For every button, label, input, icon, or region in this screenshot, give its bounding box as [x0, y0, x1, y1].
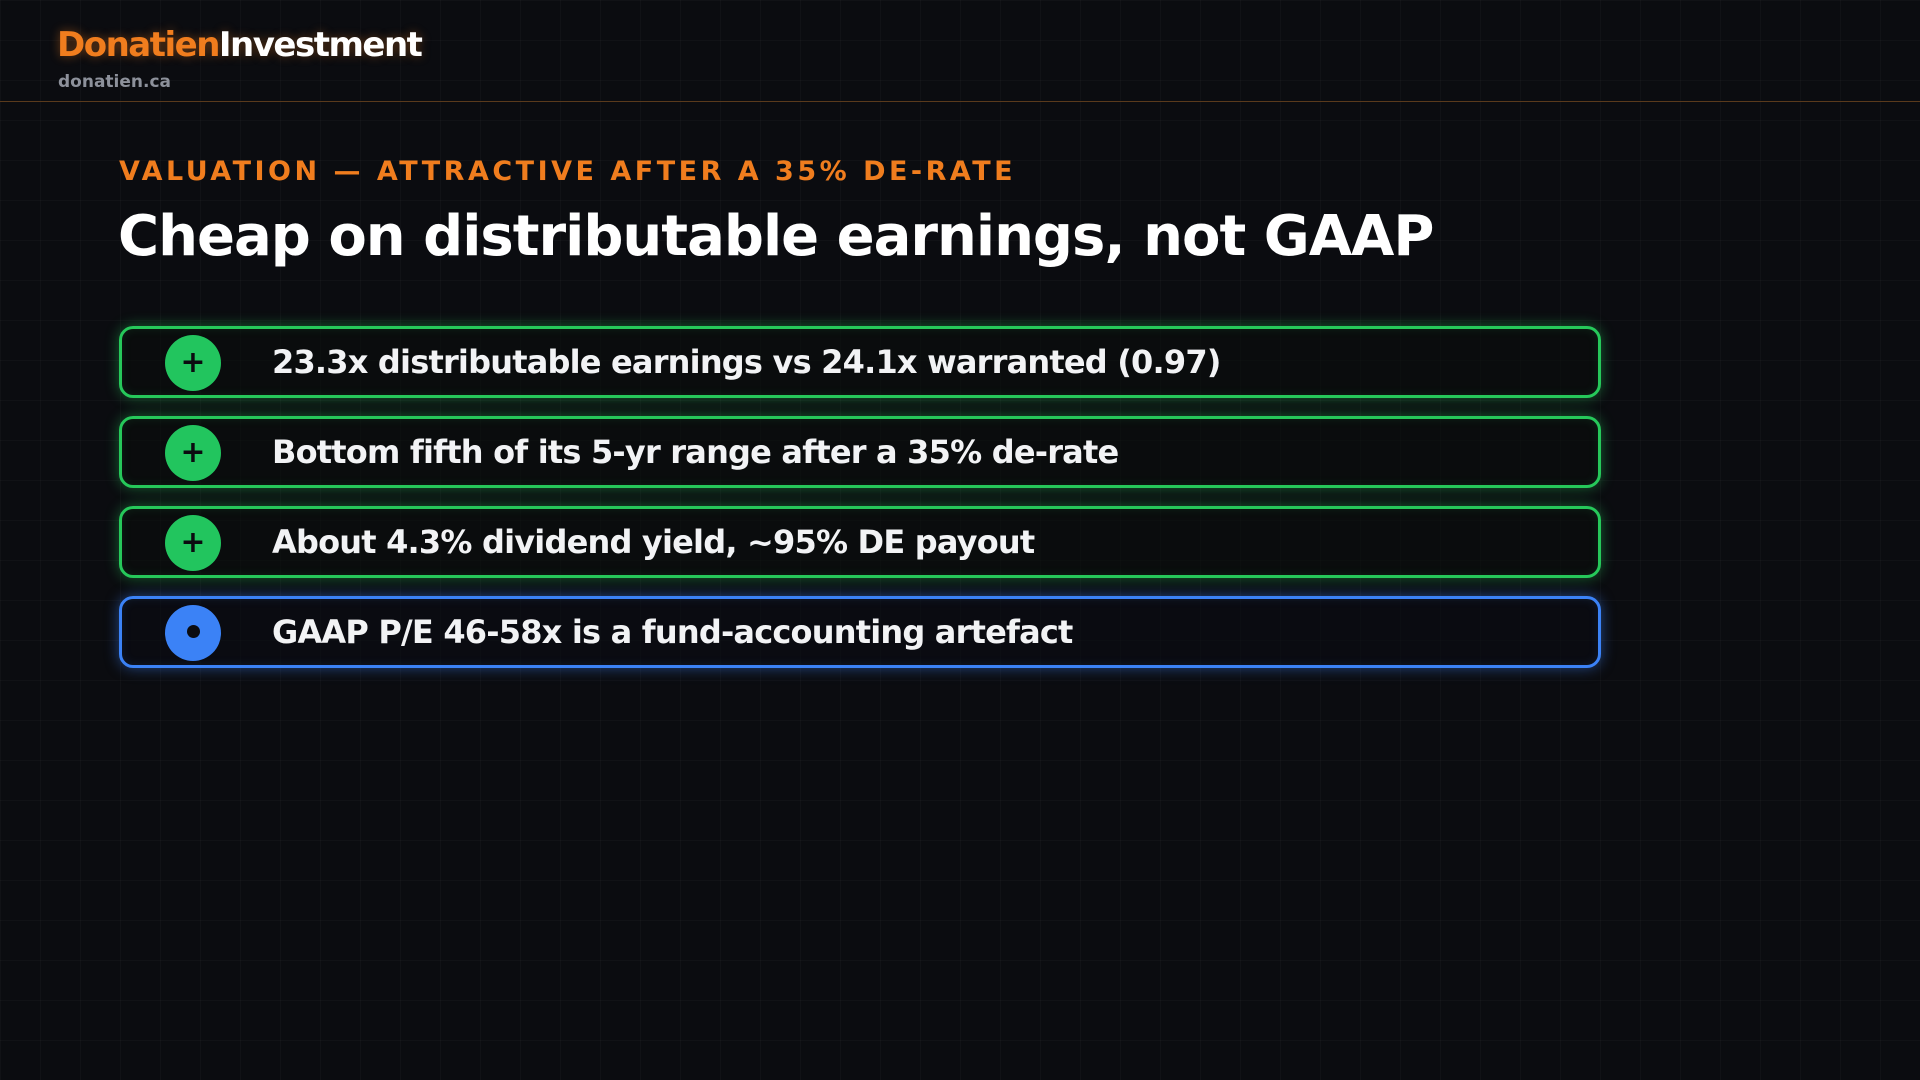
- brand-name-secondary: Investment: [218, 25, 423, 65]
- dot-icon-center: [186, 625, 200, 638]
- dot-icon: [165, 605, 221, 661]
- plus-icon: +: [165, 335, 221, 391]
- valuation-point: + 23.3x distributable earnings vs 24.1x …: [119, 326, 1601, 398]
- valuation-point: + About 4.3% dividend yield, ~95% DE pay…: [119, 506, 1601, 578]
- brand-logo: DonatienInvestment: [57, 24, 423, 66]
- valuation-point-text: GAAP P/E 46-58x is a fund-accounting art…: [272, 613, 1073, 651]
- valuation-points-list: + 23.3x distributable earnings vs 24.1x …: [119, 326, 1601, 686]
- plus-icon: +: [165, 425, 221, 481]
- valuation-point: + Bottom fifth of its 5-yr range after a…: [119, 416, 1601, 488]
- header: DonatienInvestment donatien.ca: [0, 0, 1920, 102]
- slide-title: Cheap on distributable earnings, not GAA…: [118, 204, 1434, 269]
- plus-icon: +: [165, 515, 221, 571]
- valuation-point-text: 23.3x distributable earnings vs 24.1x wa…: [272, 343, 1221, 381]
- website-domain: donatien.ca: [58, 72, 172, 92]
- valuation-point-text: Bottom fifth of its 5-yr range after a 3…: [272, 433, 1119, 471]
- brand-name-primary: Donatien: [57, 25, 220, 65]
- valuation-point-text: About 4.3% dividend yield, ~95% DE payou…: [272, 523, 1035, 561]
- section-kicker: VALUATION — ATTRACTIVE AFTER A 35% DE-RA…: [119, 156, 1017, 187]
- valuation-point-neutral: GAAP P/E 46-58x is a fund-accounting art…: [119, 596, 1601, 668]
